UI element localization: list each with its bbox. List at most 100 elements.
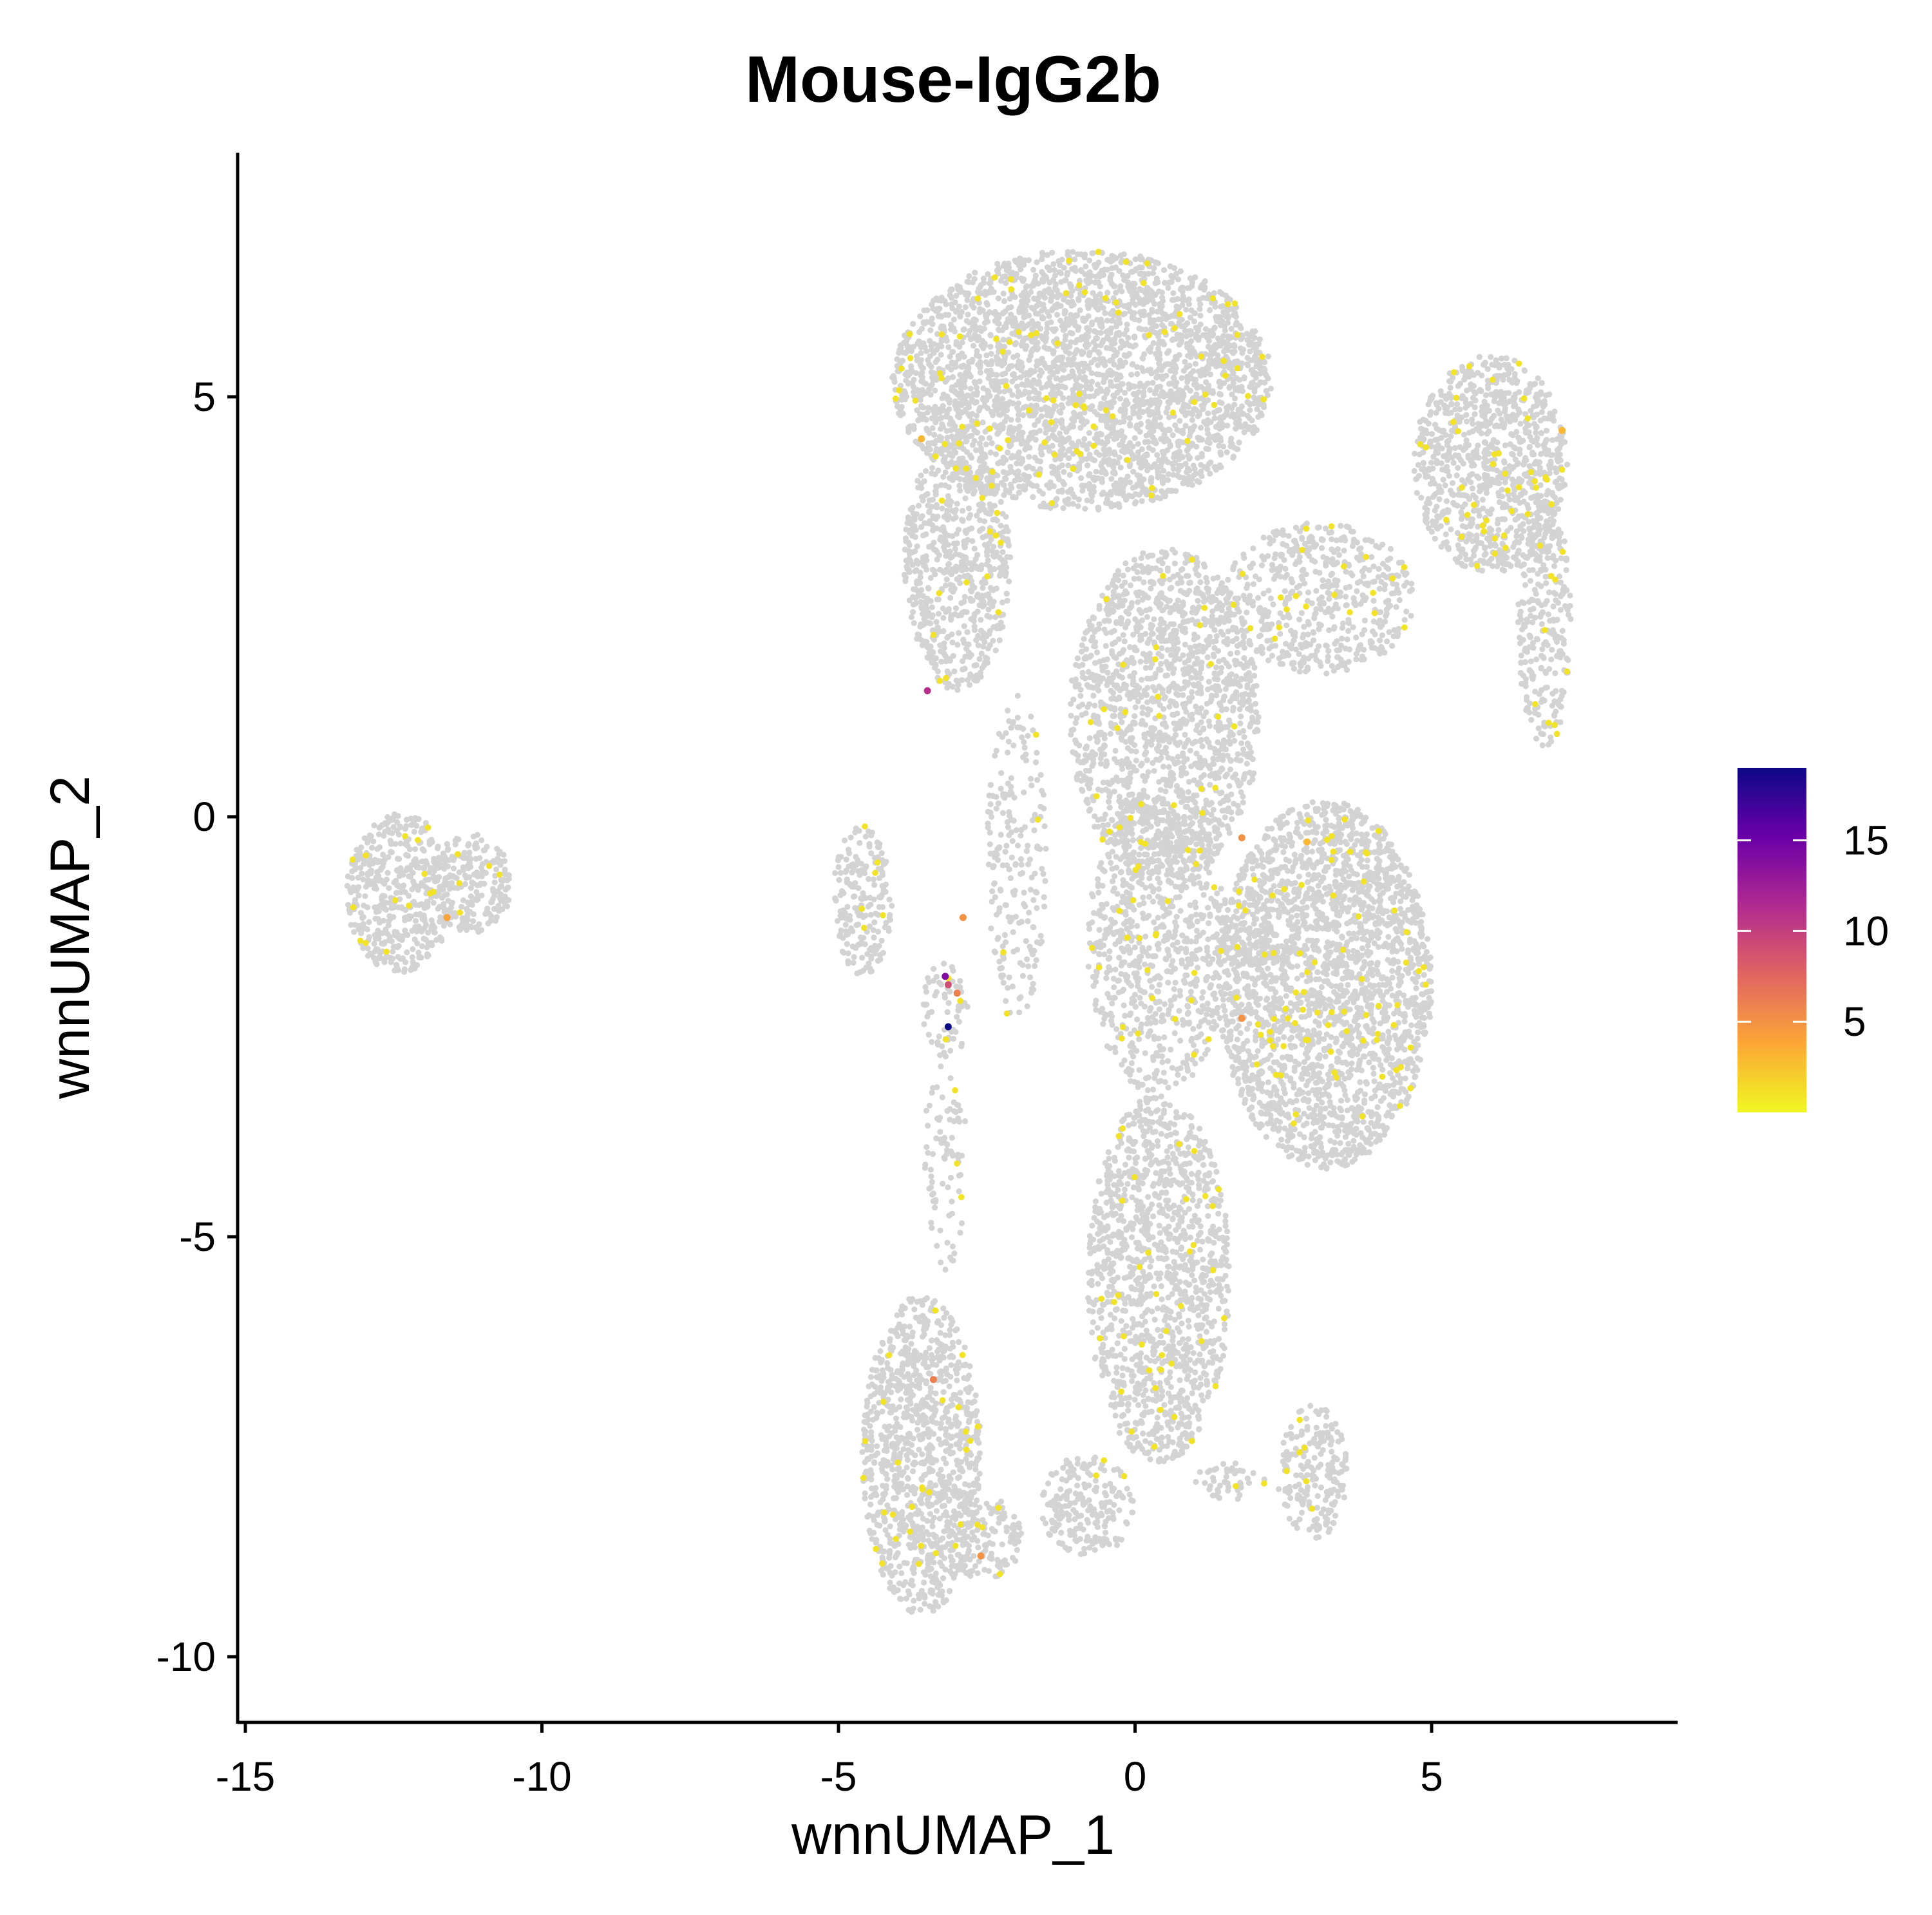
cell-point <box>344 882 351 889</box>
cell-point <box>951 316 957 323</box>
cell-point <box>1102 310 1108 316</box>
cell-point <box>488 917 494 924</box>
cell-point <box>1001 323 1008 330</box>
cell-point <box>1079 669 1086 676</box>
cell-point <box>1030 321 1037 327</box>
cell-point <box>1254 406 1260 413</box>
cell-point <box>1058 402 1065 408</box>
cell-point <box>412 846 419 852</box>
cell-point <box>940 615 947 622</box>
cell-point <box>431 929 438 936</box>
cell-point <box>1236 323 1243 329</box>
cell-point <box>959 517 965 523</box>
cell-point <box>1213 423 1219 430</box>
cell-point <box>1166 414 1173 421</box>
cell-point <box>348 922 354 928</box>
cell-point <box>395 882 401 888</box>
cell-point <box>918 621 924 627</box>
cell-point <box>1107 368 1113 374</box>
cell-point <box>380 852 386 858</box>
cell-point <box>1179 316 1185 323</box>
cell-point <box>407 873 414 880</box>
cell-point <box>969 442 976 448</box>
cell-point <box>361 858 368 864</box>
cell-point <box>927 649 934 655</box>
cell-point <box>482 870 489 876</box>
cell-point <box>402 826 408 832</box>
cell-point <box>1084 497 1090 504</box>
cell-point <box>1206 307 1213 314</box>
cell-point <box>972 481 978 488</box>
cell-point <box>1229 348 1235 355</box>
cell-point <box>393 890 400 896</box>
cell-point <box>1104 289 1111 296</box>
cell-point <box>1156 423 1162 430</box>
cell-point <box>1036 291 1043 297</box>
cell-point <box>1240 410 1247 417</box>
cell-point <box>980 585 986 591</box>
cell-point <box>376 919 383 926</box>
cell-point <box>951 540 957 547</box>
cell-point <box>1177 417 1183 424</box>
cell-point <box>1203 295 1210 301</box>
cell-point <box>1086 349 1093 356</box>
cell-point <box>491 879 498 886</box>
cell-point <box>999 549 1006 555</box>
cell-point <box>951 450 958 456</box>
cell-point <box>1126 644 1133 651</box>
cell-point <box>1075 503 1081 510</box>
cell-point <box>1188 370 1194 377</box>
cell-point <box>943 576 950 583</box>
cell-point <box>1198 462 1204 468</box>
cell-point <box>1124 321 1130 328</box>
cell-point <box>1190 681 1197 688</box>
cell-point <box>1061 375 1068 381</box>
cell-point <box>902 578 909 584</box>
cell-point <box>1095 504 1102 511</box>
cell-point <box>920 412 926 418</box>
cell-point <box>1229 816 1235 823</box>
cell-point <box>1095 260 1102 266</box>
cell-point <box>1059 435 1065 442</box>
cell-point <box>1034 259 1040 265</box>
cell-point <box>359 870 365 877</box>
cell-point <box>1150 684 1156 691</box>
cell-point <box>949 508 955 514</box>
cell-point <box>357 864 364 871</box>
cell-point <box>929 464 936 472</box>
cell-point <box>416 954 422 960</box>
cell-point <box>1220 333 1227 339</box>
cell-point <box>1216 379 1222 386</box>
cell-point <box>440 922 448 929</box>
cell-point <box>1066 343 1073 350</box>
cell-point <box>1166 348 1172 354</box>
cell-point <box>1093 468 1099 475</box>
cell-point <box>965 365 972 372</box>
cell-point <box>961 290 968 296</box>
cell-point <box>1180 293 1186 300</box>
cell-point <box>967 560 973 567</box>
cell-point <box>390 944 397 950</box>
cell-point <box>973 412 980 419</box>
cell-point <box>1062 277 1068 283</box>
cell-point <box>1231 343 1238 350</box>
cell-point <box>936 305 943 312</box>
cell-point <box>1155 279 1161 285</box>
cell-point <box>355 874 361 881</box>
cell-point <box>974 552 981 558</box>
cell-point <box>1137 421 1144 428</box>
cell-point <box>932 656 938 662</box>
cell-point <box>1001 356 1008 363</box>
cell-point <box>1124 443 1131 450</box>
cell-point <box>929 301 935 308</box>
cell-point <box>400 872 406 878</box>
cell-point <box>1133 392 1139 399</box>
cell-point <box>1117 283 1124 290</box>
cell-point <box>1262 379 1268 386</box>
cell-point <box>401 966 408 973</box>
cell-point <box>1041 294 1048 301</box>
cell-point <box>1049 426 1056 433</box>
cell-point <box>1204 367 1210 374</box>
cell-point <box>948 417 954 424</box>
cell-point <box>403 817 410 823</box>
